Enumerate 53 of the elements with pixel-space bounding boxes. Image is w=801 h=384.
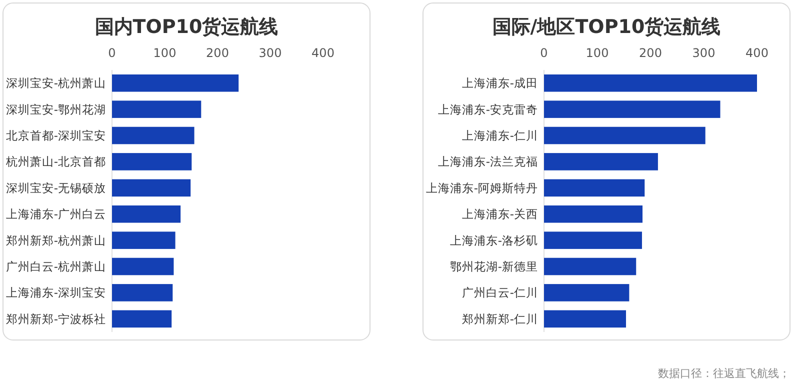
y-tick-label: 郑州新郑-杭州萧山: [6, 233, 106, 248]
bar: [112, 179, 191, 197]
y-tick-label: 上海浦东-仁川: [462, 128, 538, 142]
bar: [544, 74, 757, 92]
x-tick-label: 400: [746, 46, 768, 60]
x-tick-label: 100: [586, 46, 609, 60]
y-tick-label: 郑州新郑-宁波栎社: [6, 312, 106, 326]
y-tick-label: 北京首都-深圳宝安: [6, 128, 106, 142]
x-tick-label: 0: [108, 46, 116, 60]
y-tick-label: 郑州新郑-仁川: [462, 312, 538, 326]
x-tick-label: 400: [312, 46, 334, 60]
y-tick-label: 上海浦东-广州白云: [6, 207, 106, 222]
chart-title: 国际/地区TOP10货运航线: [492, 16, 721, 38]
bar: [544, 310, 626, 328]
x-tick-label: 300: [692, 46, 716, 60]
bar: [544, 153, 658, 170]
bar: [112, 74, 239, 92]
y-tick-label: 深圳宝安-鄂州花湖: [6, 102, 106, 116]
x-tick-label: 100: [153, 46, 176, 60]
x-tick-label: 200: [639, 46, 662, 60]
bar: [112, 153, 192, 170]
y-tick-label: 杭州萧山-北京首都: [4, 154, 106, 169]
y-tick-label: 上海浦东-深圳宝安: [6, 286, 106, 300]
bar: [112, 205, 181, 223]
y-tick-label: 深圳宝安-杭州萧山: [6, 76, 106, 90]
y-tick-label: 上海浦东-安克雷奇: [438, 102, 538, 116]
y-tick-label: 鄂州花湖-新德里: [450, 260, 538, 274]
bar: [544, 258, 636, 276]
bar: [112, 232, 176, 249]
bar: [544, 100, 720, 118]
bar: [544, 205, 643, 223]
y-tick-label: 上海浦东-成田: [462, 76, 538, 90]
y-tick-label: 深圳宝安-无锡硕放: [6, 180, 106, 195]
chart-title: 国内TOP10货运航线: [94, 16, 278, 38]
bar: [112, 100, 202, 118]
y-tick-label: 上海浦东-阿姆斯特丹: [426, 180, 538, 195]
bar: [544, 126, 706, 144]
x-tick-label: 200: [206, 46, 229, 60]
x-tick-label: 0: [540, 46, 548, 60]
text: 数据口径：往返直飞航线；: [658, 367, 790, 380]
bar: [544, 179, 645, 197]
x-tick-label: 300: [258, 46, 282, 60]
y-tick-label: 上海浦东-关西: [462, 207, 538, 222]
bar: [112, 126, 194, 144]
y-tick-label: 广州白云-仁川: [462, 286, 538, 300]
bar: [544, 232, 642, 249]
bar: [112, 310, 172, 328]
bar: [112, 284, 173, 302]
bar: [544, 284, 630, 302]
y-tick-label: 上海浦东-法兰克福: [438, 154, 538, 169]
y-tick-label: 上海浦东-洛杉矶: [450, 233, 538, 248]
bar: [112, 258, 174, 276]
y-tick-label: 广州白云-杭州萧山: [6, 260, 106, 274]
